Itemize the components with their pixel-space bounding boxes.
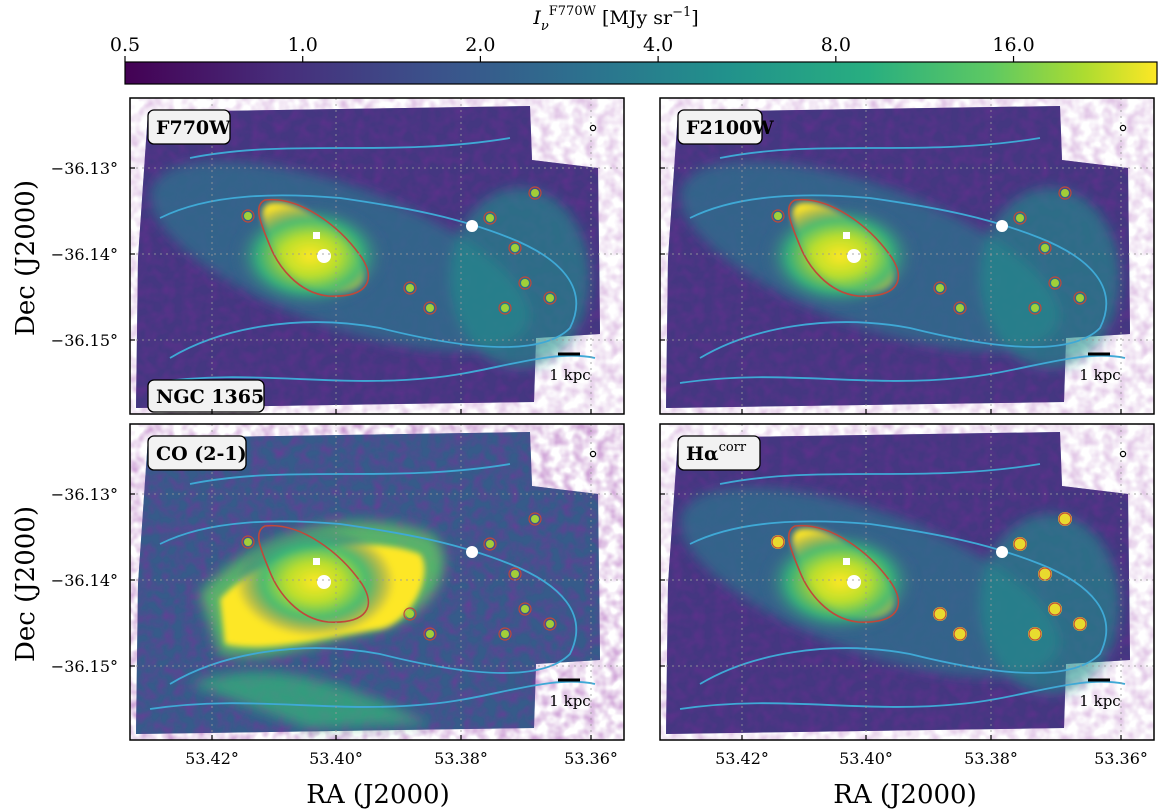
x-tick-label: 53.38° bbox=[434, 749, 488, 768]
colorbar-tick-label: 16.0 bbox=[992, 34, 1034, 56]
x-tick-label: 53.38° bbox=[964, 749, 1018, 768]
scale-bar-label: 1 kpc bbox=[549, 692, 590, 710]
colorbar-tick-label: 8.0 bbox=[821, 34, 851, 56]
scale-bar-label: 1 kpc bbox=[1079, 692, 1120, 710]
x-tick-label: 53.36° bbox=[1094, 749, 1148, 768]
panel-frame bbox=[129, 97, 625, 415]
y-tick-label: −36.15° bbox=[51, 657, 118, 676]
y-axis-title-bottom: Dec (J2000) bbox=[11, 506, 41, 662]
y-tick-label: −36.14° bbox=[51, 245, 118, 264]
beam-marker bbox=[1119, 124, 1127, 132]
panel-label: Hαcorr bbox=[677, 435, 761, 471]
panel-label-text: CO (2-1) bbox=[156, 443, 247, 465]
svg-text:NGC 1365: NGC 1365 bbox=[156, 386, 264, 408]
y-tick-label: −36.15° bbox=[51, 331, 118, 350]
x-axis-title-left: RA (J2000) bbox=[306, 780, 450, 810]
colorbar-tick-label: 4.0 bbox=[643, 34, 673, 56]
scale-bar-label: 1 kpc bbox=[549, 366, 590, 384]
colorbar-bar bbox=[124, 61, 1158, 85]
colorbar-ticks: 0.5 1.0 2.0 4.0 8.0 16.0 bbox=[110, 34, 1035, 62]
y-axis-title-top: Dec (J2000) bbox=[11, 180, 41, 336]
panel-f2100w: 1 kpc F2100W bbox=[659, 97, 1155, 415]
colorbar-tick-label: 0.5 bbox=[110, 34, 140, 56]
panel-label: CO (2-1) bbox=[147, 435, 247, 471]
panel-image bbox=[130, 424, 624, 740]
x-tick-label: 53.42° bbox=[715, 749, 769, 768]
panel-label: F2100W bbox=[677, 109, 774, 145]
scale-bar-label: 1 kpc bbox=[1079, 366, 1120, 384]
x-tick-label: 53.36° bbox=[564, 749, 618, 768]
y-tick-label: −36.14° bbox=[51, 571, 118, 590]
panel-label-text: F2100W bbox=[686, 117, 774, 139]
panel-f770w: 1 kpc F770W NGC 1365 −36.13° −36.14° −36.15° bbox=[51, 97, 625, 415]
beam-marker bbox=[589, 124, 597, 132]
y-tick-label: −36.13° bbox=[51, 159, 118, 178]
panel-frame bbox=[129, 423, 625, 741]
panel-image bbox=[660, 98, 1154, 414]
panel-label-text: F770W bbox=[156, 117, 231, 139]
colorbar-tick-label: 1.0 bbox=[288, 34, 318, 56]
panel-label-text: Hαcorr bbox=[686, 440, 747, 465]
beam-marker bbox=[589, 450, 597, 458]
panel-halpha: 1 kpc Hαcorr 53.42° 53.40° 53.38° 53.36° bbox=[659, 423, 1155, 768]
x-tick-label: 53.40° bbox=[839, 749, 893, 768]
colorbar-label: IνF770W [MJy sr−1] bbox=[532, 4, 698, 34]
panel-co21: 1 kpc CO (2-1) −36.13° −36.14° −36.15° 53.42°… bbox=[51, 423, 625, 768]
x-tick-label: 53.42° bbox=[185, 749, 239, 768]
colorbar: IνF770W [MJy sr−1] 0.5 1.0 2.0 4.0 8.0 16.0 bbox=[110, 4, 1158, 85]
panel-image bbox=[130, 98, 624, 414]
y-tick-label: −36.13° bbox=[51, 485, 118, 504]
x-axis-title-right: RA (J2000) bbox=[833, 780, 977, 810]
panel-label: F770W bbox=[147, 109, 231, 145]
panel-frame bbox=[659, 97, 1155, 415]
colorbar-tick-label: 2.0 bbox=[465, 34, 495, 56]
beam-marker bbox=[1119, 450, 1127, 458]
x-tick-label: 53.40° bbox=[309, 749, 363, 768]
galaxy-name-label: NGC 1365 bbox=[147, 379, 265, 413]
panel-image bbox=[660, 424, 1154, 740]
panel-frame bbox=[659, 423, 1155, 741]
